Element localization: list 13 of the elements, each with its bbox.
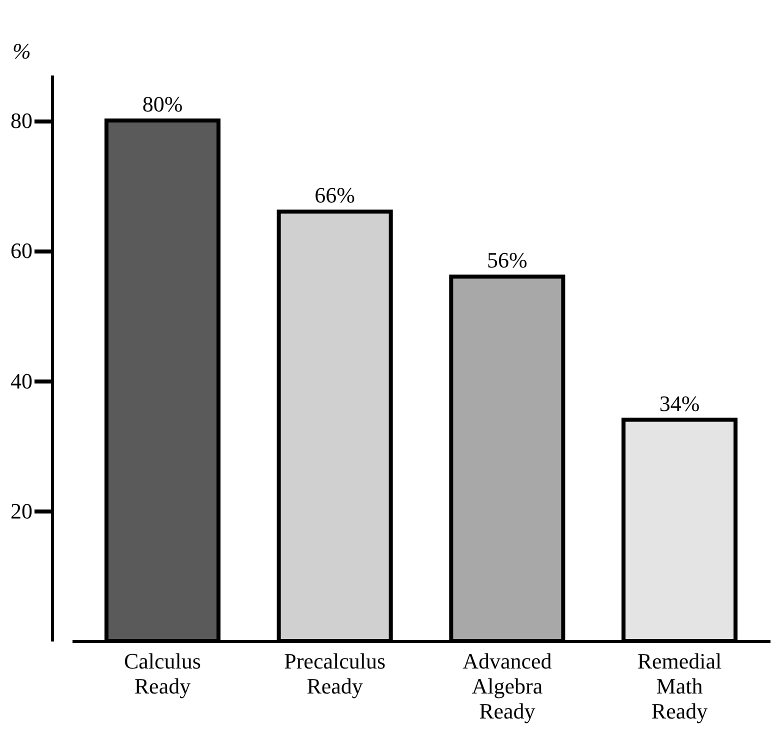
y-tick-label: 60	[10, 238, 32, 264]
data-label: 34%	[659, 390, 700, 416]
y-axis-title: %	[12, 38, 31, 64]
data-label: 80%	[142, 92, 183, 117]
data-label: 66%	[314, 182, 355, 208]
x-tick-label: Calculus Ready	[124, 648, 201, 698]
x-tick-label: Advanced Algebra Ready	[462, 648, 552, 724]
x-tick-label: Precalculus Ready	[284, 648, 386, 698]
y-tick-label: 40	[10, 368, 32, 394]
x-tick-label: Remedial Math Ready	[637, 648, 722, 724]
y-tick-label: 20	[10, 498, 32, 524]
data-label: 56%	[487, 248, 528, 273]
y-tick-label: 80	[10, 108, 32, 134]
